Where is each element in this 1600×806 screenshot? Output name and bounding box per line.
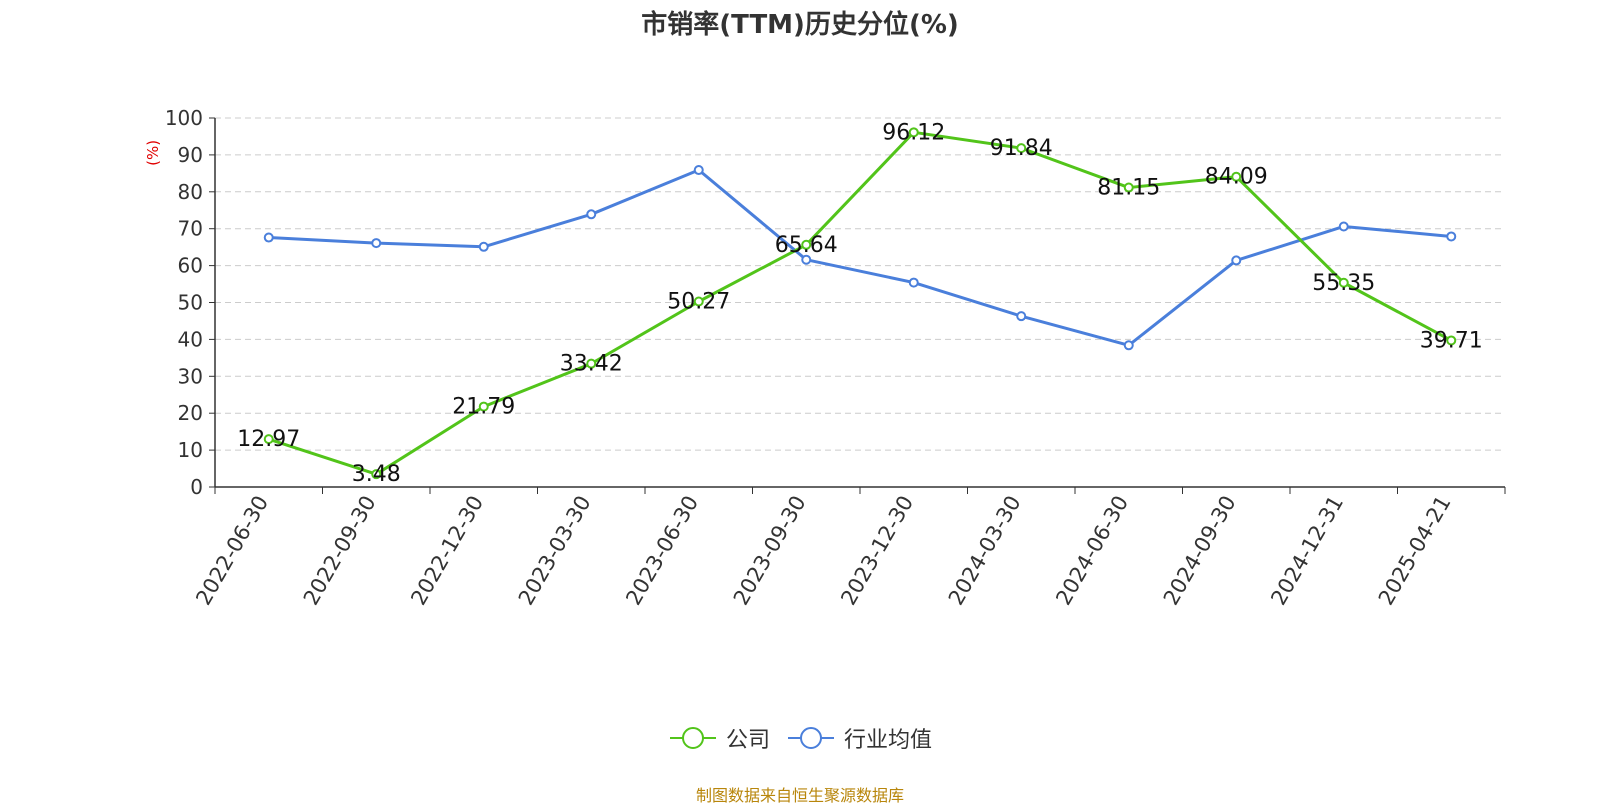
x-tick-label: 2024-03-30 bbox=[944, 492, 1026, 610]
y-tick-label: 70 bbox=[178, 217, 203, 241]
data-point bbox=[586, 209, 597, 220]
data-point bbox=[263, 434, 274, 445]
series-line bbox=[268, 168, 1452, 347]
data-point bbox=[1338, 221, 1349, 232]
x-tick-label: 2023-12-30 bbox=[836, 492, 918, 610]
data-point bbox=[1231, 171, 1242, 182]
data-point bbox=[801, 239, 812, 250]
legend-item[interactable]: 公司 bbox=[668, 722, 770, 754]
y-tick-label: 10 bbox=[178, 438, 203, 462]
data-point bbox=[371, 238, 382, 249]
data-label: 50.27 bbox=[667, 290, 730, 315]
data-point bbox=[371, 469, 382, 480]
data-label: 39.71 bbox=[1420, 328, 1483, 353]
x-tick-label: 2022-12-30 bbox=[406, 492, 488, 610]
x-tick-label: 2025-04-21 bbox=[1374, 492, 1456, 610]
data-label: 96.12 bbox=[882, 120, 945, 145]
data-point bbox=[1446, 231, 1457, 242]
data-label: 55.35 bbox=[1312, 271, 1375, 296]
series-line bbox=[268, 130, 1452, 476]
data-point bbox=[908, 277, 919, 288]
data-label: 81.15 bbox=[1097, 176, 1160, 201]
plot-area: 0 10 20 30 40 50 60 70 80 90 100(%) 2022-06-30 2022-… bbox=[144, 106, 1506, 610]
data-point bbox=[1123, 182, 1134, 193]
x-tick-label: 2024-06-30 bbox=[1051, 492, 1133, 610]
data-point bbox=[801, 254, 812, 265]
legend-label: 公司 bbox=[725, 728, 770, 753]
data-point bbox=[1338, 277, 1349, 288]
y-tick-label: 100 bbox=[165, 106, 203, 130]
x-tick-label: 2024-09-30 bbox=[1159, 492, 1241, 610]
y-tick-label: 60 bbox=[178, 254, 203, 278]
legend-marker-icon bbox=[788, 727, 834, 749]
data-point bbox=[1016, 311, 1027, 322]
data-point bbox=[586, 358, 597, 369]
data-point bbox=[1446, 335, 1457, 346]
data-point bbox=[263, 232, 274, 243]
y-tick-label: 40 bbox=[178, 327, 203, 351]
x-tick-label: 2022-06-30 bbox=[191, 492, 273, 610]
data-point bbox=[693, 165, 704, 176]
chart-title: 市销率(TTM)历史分位(%) bbox=[641, 10, 959, 40]
data-point bbox=[908, 127, 919, 138]
x-tick-label: 2022-09-30 bbox=[299, 492, 381, 610]
x-tick-label: 2024-12-31 bbox=[1266, 492, 1348, 610]
y-tick-label: 20 bbox=[178, 401, 203, 425]
data-label: 91.84 bbox=[990, 136, 1053, 161]
x-tick-label: 2023-09-30 bbox=[729, 492, 811, 610]
legend: 公司 行业均值 bbox=[0, 722, 1600, 754]
y-tick-label: 90 bbox=[178, 143, 203, 167]
y-tick-label: 0 bbox=[190, 475, 203, 499]
data-label: 21.79 bbox=[452, 395, 515, 420]
y-axis-label: (%) bbox=[144, 140, 162, 166]
data-point bbox=[478, 401, 489, 412]
data-label: 33.42 bbox=[560, 352, 623, 377]
data-label: 65.64 bbox=[775, 233, 838, 258]
data-point bbox=[1123, 340, 1134, 351]
y-tick-label: 80 bbox=[178, 180, 203, 204]
y-tick-label: 50 bbox=[178, 291, 203, 315]
data-label: 84.09 bbox=[1205, 165, 1268, 190]
y-tick-label: 30 bbox=[178, 364, 203, 388]
data-point bbox=[1231, 255, 1242, 266]
legend-item[interactable]: 行业均值 bbox=[786, 722, 932, 754]
legend-marker-icon bbox=[669, 727, 716, 749]
data-point bbox=[478, 241, 489, 252]
x-tick-label: 2023-06-30 bbox=[621, 492, 703, 610]
data-point bbox=[693, 296, 704, 307]
data-label: 3.48 bbox=[352, 462, 401, 487]
legend-label: 行业均值 bbox=[844, 728, 933, 753]
data-point bbox=[1016, 143, 1027, 154]
source-note: 制图数据来自恒生聚源数据库 bbox=[695, 786, 904, 805]
data-label: 12.97 bbox=[237, 427, 300, 452]
x-tick-label: 2023-03-30 bbox=[514, 492, 596, 610]
